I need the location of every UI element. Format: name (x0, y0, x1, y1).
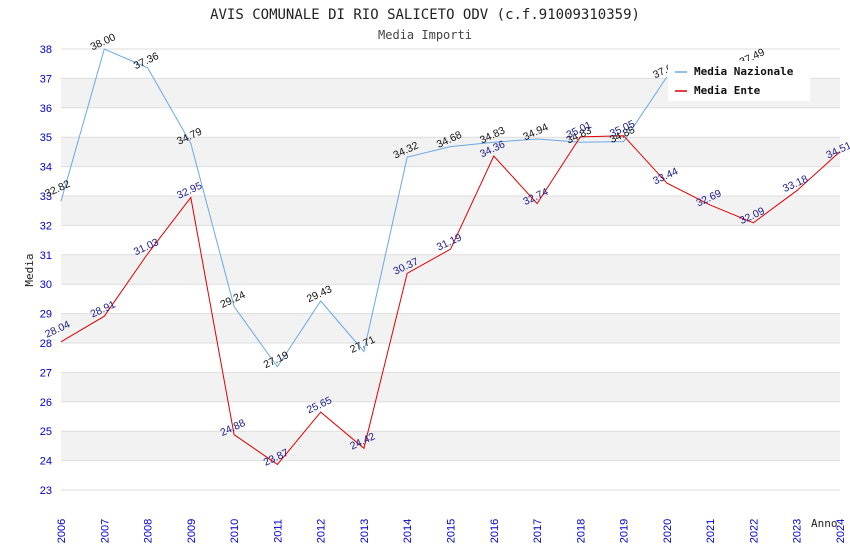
y-tick-label: 37 (40, 73, 52, 85)
legend-label-ente: Media Ente (694, 84, 761, 97)
y-tick-label: 23 (40, 485, 52, 497)
legend-label-nazionale: Media Nazionale (694, 65, 794, 78)
y-tick-label: 35 (40, 132, 52, 144)
y-tick-label: 32 (40, 220, 52, 232)
series-lines (60, 49, 841, 466)
data-label-ente: 33.44 (651, 165, 680, 187)
grid-band (61, 137, 840, 167)
y-axis-ticks: 23 24 25 26 27 28 29 30 31 32 33 34 35 36 37 38 (40, 44, 52, 497)
data-label-nazionale: 29.24 (218, 289, 247, 311)
grid-band (61, 372, 840, 402)
x-tick-label: 2013 (359, 519, 371, 543)
legend-box (668, 61, 810, 101)
x-tick-label: 2008 (143, 519, 155, 543)
x-tick-label: 2010 (229, 519, 241, 543)
y-tick-label: 24 (40, 456, 52, 468)
y-tick-label: 31 (40, 250, 52, 262)
x-tick-label: 2018 (575, 519, 587, 543)
chart-subtitle: Media Importi (378, 28, 472, 42)
y-tick-label: 28 (40, 338, 52, 350)
x-tick-label: 2007 (99, 519, 111, 543)
x-tick-label: 2009 (186, 519, 198, 543)
x-tick-label: 2020 (662, 519, 674, 543)
y-tick-label: 29 (40, 309, 52, 321)
x-tick-label: 2016 (489, 519, 501, 543)
x-tick-label: 2021 (705, 519, 717, 543)
data-label-nazionale: 37.36 (132, 50, 161, 72)
data-label-nazionale: 27.19 (262, 349, 291, 371)
grid-band (61, 313, 840, 343)
grid-band (61, 254, 840, 285)
y-tick-label: 34 (40, 162, 52, 174)
x-axis-ticks: 2006 2007 2008 2009 2010 2011 2012 2013 2014 2015… (56, 519, 847, 543)
y-tick-label: 26 (40, 397, 52, 409)
grid-band (61, 196, 840, 226)
y-tick-label: 27 (40, 367, 52, 379)
data-label-nazionale: 38.00 (89, 31, 118, 53)
x-tick-label: 2023 (792, 519, 804, 543)
x-axis-label: Anno (811, 517, 838, 530)
grid-bands (61, 48, 840, 491)
y-tick-label: 25 (40, 426, 52, 438)
y-tick-label: 38 (40, 44, 52, 56)
x-tick-label: 2011 (272, 519, 284, 543)
y-tick-label: 33 (40, 191, 52, 203)
data-label-nazionale: 29.43 (305, 283, 334, 305)
x-tick-label: 2019 (619, 519, 631, 543)
y-axis-label: Media (23, 253, 36, 286)
series-line-ente (60, 135, 841, 466)
y-tick-label: 30 (40, 279, 52, 291)
x-tick-label: 2015 (446, 519, 458, 543)
x-tick-label: 2017 (532, 519, 544, 543)
x-tick-label: 2012 (316, 519, 328, 543)
x-tick-label: 2006 (56, 519, 68, 543)
x-tick-label: 2024 (835, 519, 847, 543)
x-tick-label: 2022 (748, 519, 760, 543)
grid-band (61, 431, 840, 461)
y-tick-label: 36 (40, 103, 52, 115)
chart-title: AVIS COMUNALE DI RIO SALICETO ODV (c.f.9… (210, 7, 640, 23)
x-tick-label: 2014 (402, 519, 414, 543)
legend: Media Nazionale Media Ente (668, 61, 810, 101)
